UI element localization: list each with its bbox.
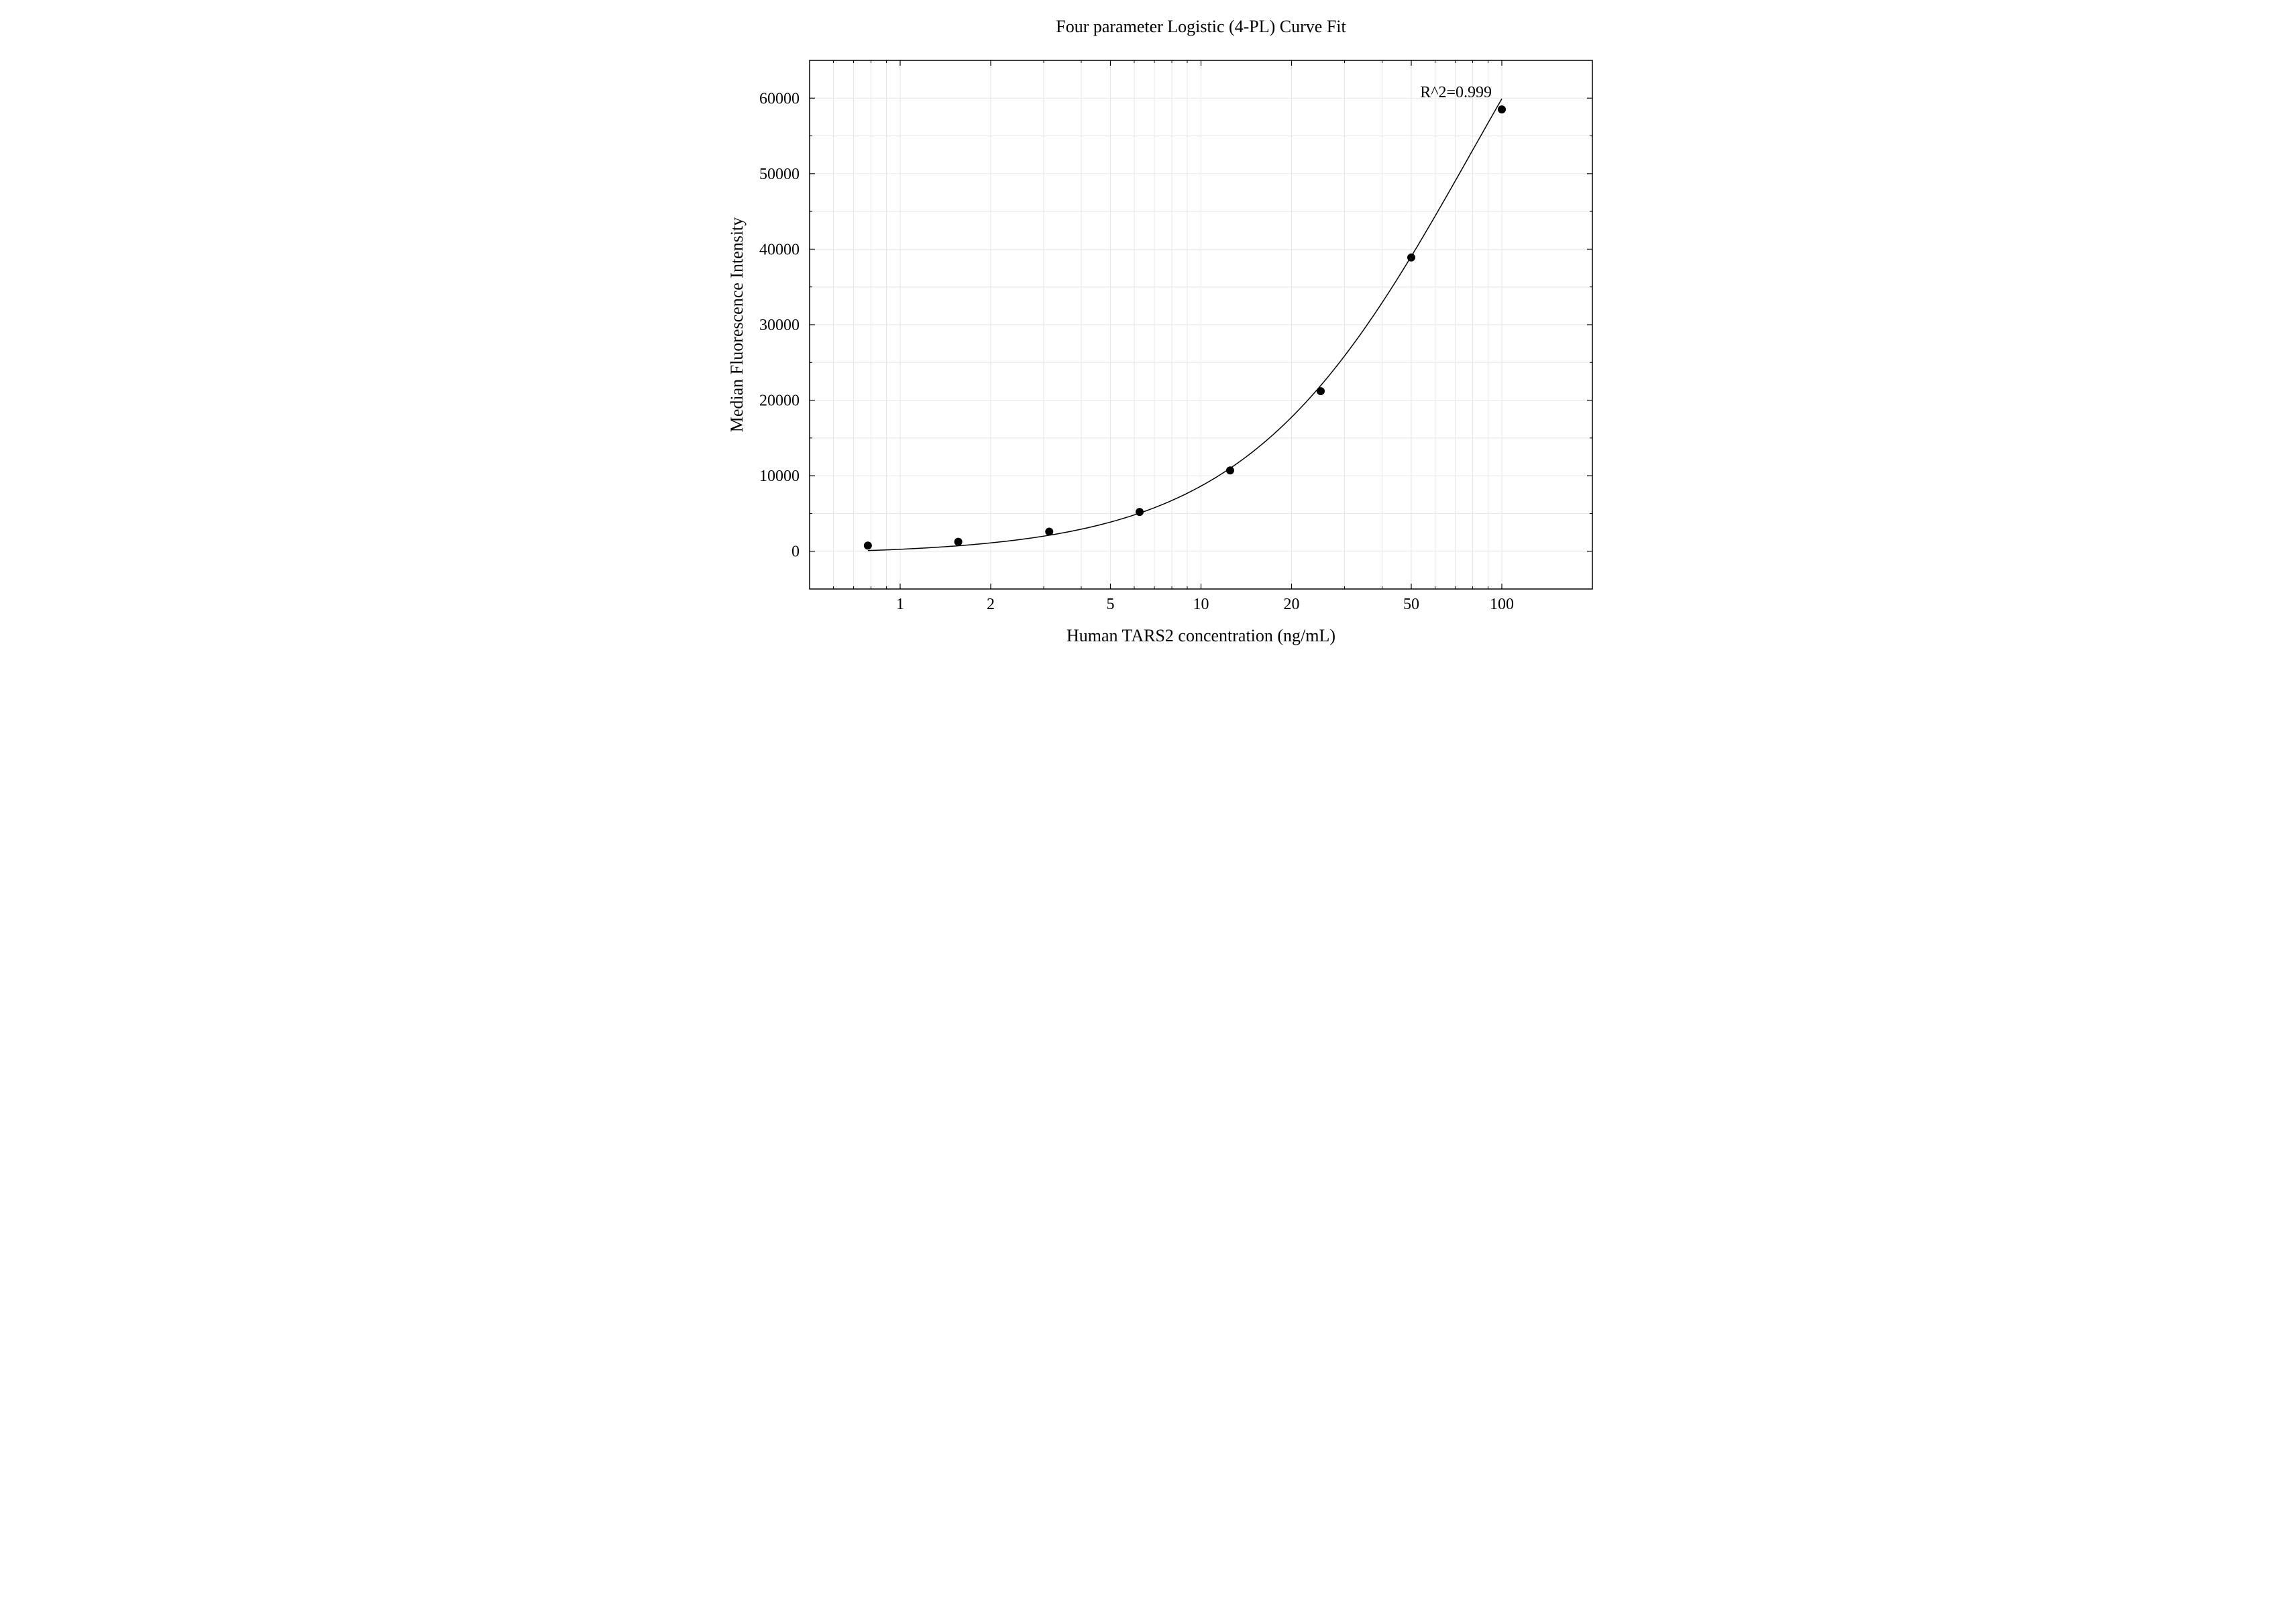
x-axis-label: Human TARS2 concentration (ng/mL) bbox=[1066, 626, 1335, 645]
chart-svg: Four parameter Logistic (4-PL) Curve Fit… bbox=[632, 0, 1665, 722]
y-tick-label: 50000 bbox=[759, 166, 800, 183]
y-tick-label: 20000 bbox=[759, 392, 800, 410]
x-tick-label: 100 bbox=[1490, 596, 1514, 613]
y-tick-label: 60000 bbox=[759, 90, 800, 107]
r-squared-annotation: R^2=0.999 bbox=[1420, 84, 1492, 101]
data-point bbox=[1135, 508, 1143, 516]
chart-title: Four parameter Logistic (4-PL) Curve Fit bbox=[1056, 17, 1346, 36]
y-tick-labels: 0 10000 20000 30000 40000 50000 60000 bbox=[759, 90, 800, 560]
data-point bbox=[1316, 387, 1324, 395]
x-tick-label: 50 bbox=[1403, 596, 1419, 613]
x-tick-label: 2 bbox=[987, 596, 995, 613]
plot-group: R^2=0.999 bbox=[810, 60, 1592, 589]
y-axis-label: Median Fluorescence Intensity bbox=[727, 217, 747, 433]
x-tick-label: 20 bbox=[1283, 596, 1299, 613]
data-point bbox=[1407, 254, 1415, 262]
data-point bbox=[1045, 527, 1053, 535]
data-point bbox=[1225, 466, 1234, 474]
x-tick-label: 5 bbox=[1106, 596, 1114, 613]
data-point bbox=[863, 541, 871, 549]
data-point bbox=[954, 538, 962, 546]
x-tick-label: 1 bbox=[895, 596, 904, 613]
y-tick-label: 10000 bbox=[759, 468, 800, 485]
y-tick-label: 0 bbox=[791, 543, 800, 561]
data-point bbox=[1498, 105, 1506, 113]
y-tick-label: 30000 bbox=[759, 317, 800, 334]
chart-container: Four parameter Logistic (4-PL) Curve Fit… bbox=[632, 0, 1665, 722]
x-tick-labels: 1 2 5 10 20 50 100 bbox=[895, 596, 1513, 613]
x-tick-label: 10 bbox=[1193, 596, 1209, 613]
y-tick-label: 40000 bbox=[759, 241, 800, 258]
